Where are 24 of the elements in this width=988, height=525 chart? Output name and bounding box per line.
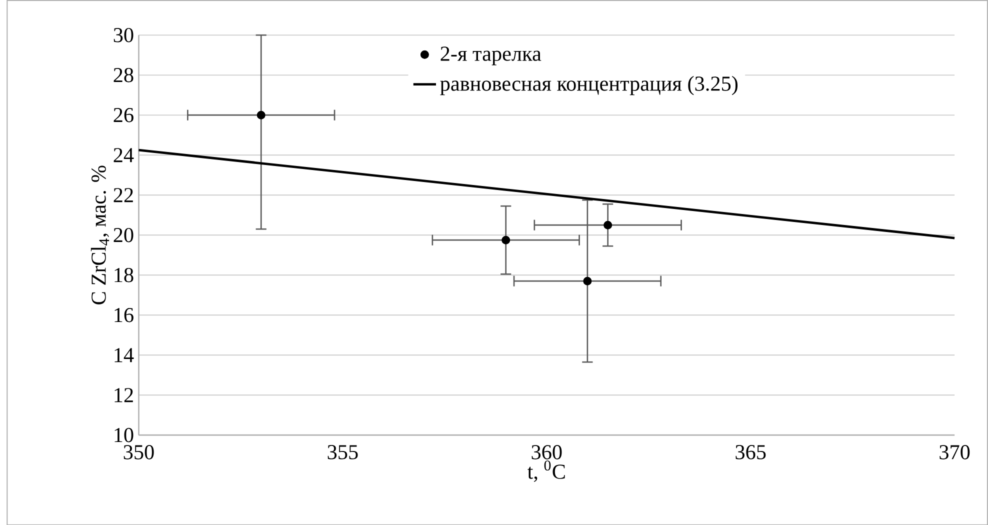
legend-label: 2-я тарелка <box>440 46 542 65</box>
x-axis-title: t, $^{0}$C <box>528 460 565 482</box>
y-tick-label: 22 <box>114 188 133 202</box>
x-tick-label: 360 <box>532 444 562 460</box>
y-tick-label: 10 <box>114 428 134 442</box>
x-tick-label: 355 <box>328 444 358 460</box>
y-tick-label: 18 <box>114 268 134 282</box>
x-tick-label: 350 <box>124 444 154 460</box>
y-tick-label: 26 <box>114 108 134 122</box>
legend-label: равновесная концентрация (3.25) <box>440 76 738 95</box>
point <box>604 220 612 230</box>
y-tick-label: 30 <box>114 28 134 42</box>
point <box>256 110 266 120</box>
y-tick-label: 14 <box>114 348 134 362</box>
point <box>502 236 510 244</box>
y-tick-label: 12 <box>114 388 133 402</box>
x-tick-label: 365 <box>736 444 766 460</box>
point <box>583 276 592 286</box>
y-tick-label: 28 <box>114 68 134 82</box>
y-axis-title: C ZrCl$_{4}$, мас. % <box>90 165 110 304</box>
y-tick-label: 24 <box>114 148 134 162</box>
x-tick-label: 370 <box>940 444 970 460</box>
y-tick-label: 20 <box>114 228 134 242</box>
y-tick-label: 16 <box>114 308 134 322</box>
